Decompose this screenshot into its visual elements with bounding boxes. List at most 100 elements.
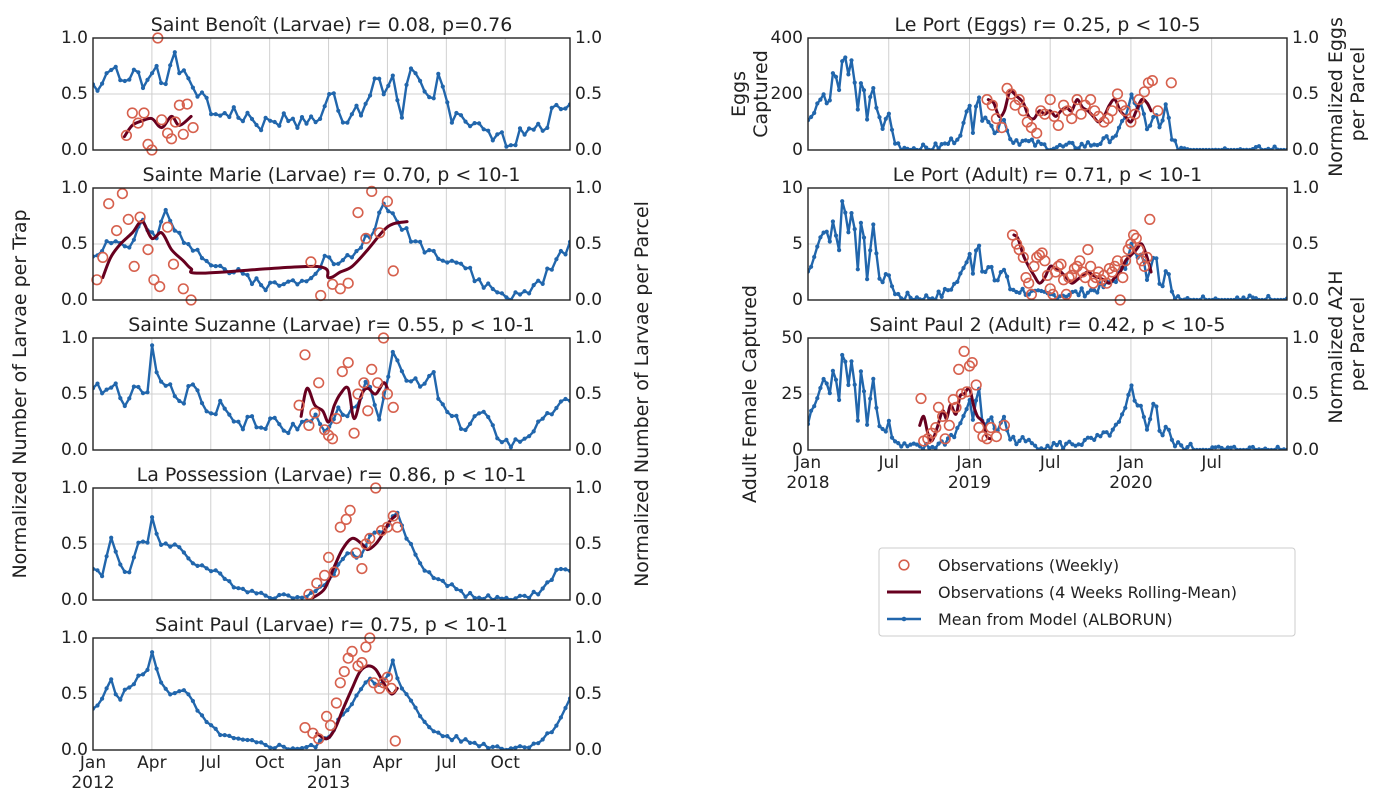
- observation-point: [169, 116, 181, 128]
- model-point: [1088, 435, 1094, 440]
- model-point: [914, 442, 920, 447]
- model-point: [1169, 437, 1174, 442]
- model-point: [865, 422, 870, 427]
- right-y-tick-label: 1.0: [1292, 328, 1319, 348]
- model-point: [363, 379, 368, 384]
- observation-point: [932, 401, 945, 414]
- model-point: [495, 594, 500, 600]
- model-point: [858, 81, 864, 86]
- observation-point: [958, 345, 970, 358]
- legend-box: [878, 547, 1296, 637]
- observation-point: [996, 121, 1008, 134]
- model-point: [204, 566, 209, 571]
- model-point: [1057, 142, 1062, 148]
- model-point: [440, 84, 445, 89]
- model-point: [980, 118, 985, 123]
- model-point: [327, 92, 332, 97]
- model-point: [449, 258, 454, 263]
- observation-point: [305, 256, 317, 268]
- model-point: [472, 279, 477, 284]
- model-point: [967, 103, 972, 108]
- panel-sp: Saint Paul (Larvae) r= 0.75, p < 10-1 0.0…: [61, 614, 602, 793]
- observation-point: [307, 727, 319, 739]
- model-point: [100, 574, 105, 579]
- model-point: [240, 271, 245, 276]
- model-point: [1113, 133, 1118, 138]
- model-point: [190, 248, 195, 253]
- model-point: [399, 115, 404, 120]
- observation-point: [1031, 127, 1043, 139]
- model-point: [477, 277, 482, 282]
- model-point: [163, 383, 168, 388]
- model-point: [395, 676, 400, 681]
- model-point: [889, 435, 895, 440]
- model-point: [513, 143, 518, 148]
- y-tick-label: 1.0: [61, 28, 88, 48]
- observation-point: [939, 433, 951, 445]
- model-point: [952, 435, 957, 440]
- observation-point: [366, 185, 378, 197]
- model-point: [263, 115, 268, 120]
- observation-point: [110, 225, 123, 237]
- model-point: [961, 265, 966, 271]
- y-tick-label: 0.5: [61, 84, 88, 104]
- model-point: [458, 426, 464, 431]
- model-point: [1238, 147, 1243, 150]
- model-point: [1256, 144, 1262, 149]
- model-point: [154, 666, 159, 671]
- model-point: [172, 50, 177, 55]
- model-point: [218, 113, 223, 118]
- observation-point: [1028, 260, 1040, 273]
- model-point: [949, 287, 954, 292]
- model-point: [536, 741, 541, 746]
- y-tick-label: 0.5: [61, 384, 88, 404]
- model-point: [1082, 437, 1087, 443]
- model-point: [554, 723, 559, 728]
- model-point: [1005, 274, 1010, 279]
- x-tick-label: Jul: [1200, 453, 1222, 473]
- model-point: [1163, 269, 1168, 274]
- observation-point: [1111, 88, 1124, 100]
- model-point: [883, 116, 888, 121]
- model-point: [973, 398, 979, 403]
- model-point: [1082, 144, 1087, 149]
- model-point: [404, 378, 409, 383]
- model-point: [1247, 293, 1252, 298]
- model-point: [427, 373, 432, 379]
- observation-point: [165, 133, 178, 145]
- model-point: [936, 441, 941, 446]
- model-point: [821, 92, 826, 97]
- model-point: [989, 123, 994, 128]
- observation-point: [381, 671, 394, 683]
- model-point: [563, 705, 568, 711]
- model-point: [218, 571, 223, 576]
- model-point: [463, 119, 468, 124]
- model-point: [499, 130, 504, 135]
- model-point: [558, 715, 564, 720]
- observation-point: [1079, 272, 1091, 284]
- model-point: [495, 744, 500, 749]
- model-point: [558, 248, 564, 254]
- model-point: [1263, 446, 1268, 450]
- model-point: [1253, 296, 1258, 300]
- observation-point: [1119, 255, 1132, 267]
- right-y-tick-label: 1.0: [1292, 178, 1319, 198]
- model-point: [865, 117, 870, 122]
- model-point: [436, 256, 441, 261]
- panel-title: Saint Paul (Larvae) r= 0.75, p < 10-1: [155, 614, 508, 636]
- model-point: [843, 359, 848, 364]
- model-point: [1092, 142, 1097, 147]
- model-point: [195, 247, 200, 252]
- observation-point: [91, 274, 103, 286]
- observation-point: [360, 641, 372, 653]
- model-point: [1082, 294, 1087, 299]
- model-point: [809, 408, 814, 413]
- model-point: [163, 207, 168, 213]
- model-point: [268, 118, 273, 123]
- model-point: [1250, 444, 1255, 450]
- model-point: [508, 746, 513, 750]
- model-point: [1163, 424, 1168, 429]
- model-point: [145, 540, 150, 545]
- model-point: [281, 111, 286, 116]
- model-point: [236, 586, 241, 591]
